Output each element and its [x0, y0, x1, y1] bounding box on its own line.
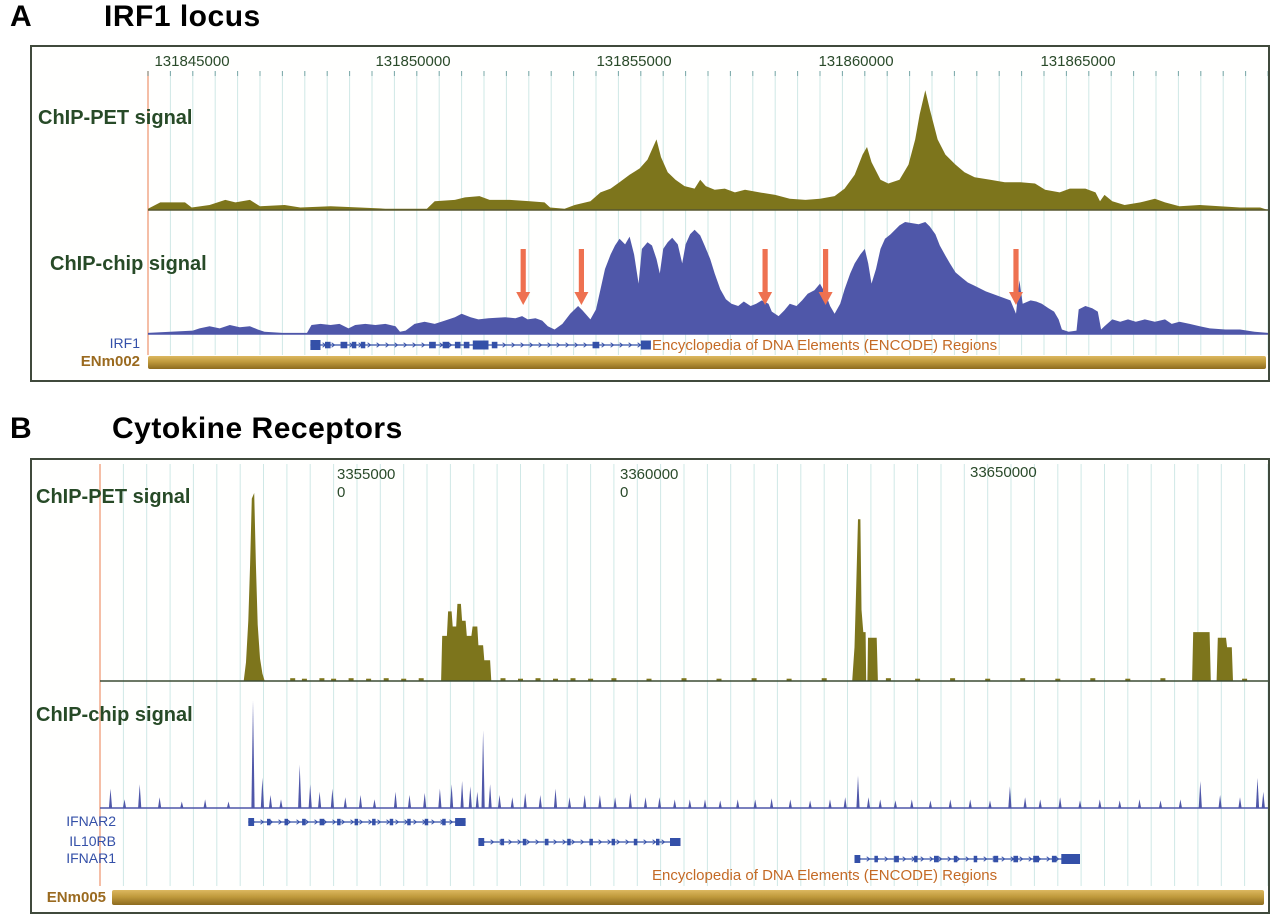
gene-model-il10rb — [478, 838, 681, 846]
region-label-enm002: ENm002 — [80, 353, 140, 370]
gridlines — [99, 464, 1268, 886]
axis-tick-label: 131865000 — [1040, 53, 1116, 70]
panel-a: 131845000 131850000 131855000 131860000 … — [30, 45, 1270, 382]
down-arrow-icon — [758, 249, 773, 305]
gene-label-ifnar1: IFNAR1 — [66, 850, 116, 866]
chip-pet-signal-label: ChIP-PET signal — [36, 486, 191, 508]
gene-label-ifnar2: IFNAR2 — [66, 813, 116, 829]
down-arrow-icon — [1009, 249, 1023, 305]
ruler-ticks — [147, 71, 1268, 76]
axis-tick-label: 131850000 — [375, 53, 451, 70]
chip-chip-signal-series — [148, 222, 1268, 334]
encode-region-bar — [112, 890, 1264, 905]
axis-tick-label: 3360000 — [620, 466, 679, 483]
axis-tick-label: 131860000 — [818, 53, 894, 70]
down-arrow-icon — [516, 249, 531, 305]
gene-label-irf1: IRF1 — [109, 335, 140, 351]
encode-regions-text: Encyclopedia of DNA Elements (ENCODE) Re… — [652, 337, 998, 354]
axis-tick-label: 0 — [620, 484, 629, 501]
chip-pet-baseline-noise-series — [290, 678, 1248, 681]
panel-a-label: A — [10, 0, 32, 33]
panel-a-title: IRF1 locus — [104, 0, 261, 33]
axis-tick-label: 131855000 — [596, 53, 672, 70]
panel-b-title: Cytokine Receptors — [112, 412, 403, 445]
panel-b-chart — [99, 464, 1268, 886]
axis-tick-label: 0 — [337, 484, 346, 501]
encode-regions-text: Encyclopedia of DNA Elements (ENCODE) Re… — [652, 867, 998, 884]
chip-pet-signal-series — [148, 90, 1268, 210]
axis-tick-label: 131845000 — [154, 53, 230, 70]
axis-tick-label: 33650000 — [970, 464, 1037, 481]
panel-b-label: B — [10, 412, 32, 445]
down-arrow-icon — [818, 249, 833, 305]
chip-chip-signal-label: ChIP-chip signal — [50, 253, 207, 275]
chip-pet-signal-label: ChIP-PET signal — [38, 107, 193, 129]
chip-chip-signal-label: ChIP-chip signal — [36, 704, 193, 726]
gene-label-il10rb: IL10RB — [69, 833, 116, 849]
gene-model-irf1 — [310, 340, 651, 350]
gene-model-ifnar2 — [248, 818, 466, 826]
axis-tick-label: 3355000 — [337, 466, 396, 483]
gene-model-ifnar1 — [854, 854, 1080, 864]
encode-region-bar — [148, 356, 1266, 369]
down-arrow-icon — [574, 249, 589, 305]
panel-a-chart — [147, 71, 1268, 355]
region-label-enm005: ENm005 — [46, 889, 106, 906]
panel-b: 3355000 0 3360000 0 33650000 ChIP-PET si… — [30, 458, 1270, 914]
chip-chip-signal-series — [108, 700, 1265, 808]
peak-arrows — [516, 249, 1023, 305]
